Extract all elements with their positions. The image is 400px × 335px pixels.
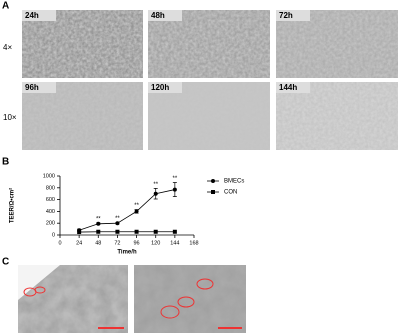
data-point — [153, 229, 158, 234]
row-label: 10× — [3, 113, 17, 122]
significance-label: ** — [153, 182, 158, 188]
data-point — [77, 230, 82, 235]
data-point — [96, 221, 101, 226]
x-tick-label: 48 — [95, 240, 101, 246]
panel-label: A — [2, 1, 9, 12]
em-image — [18, 265, 128, 333]
y-tick-label: 200 — [46, 221, 55, 227]
label-box — [22, 82, 56, 93]
data-point — [115, 221, 120, 226]
data-point — [134, 229, 139, 234]
series-line — [79, 189, 175, 231]
data-point — [172, 229, 177, 234]
y-tick-label: 1000 — [43, 173, 55, 179]
micrograph-texture — [22, 10, 143, 78]
label-box — [276, 82, 310, 93]
micrograph-texture — [148, 82, 270, 150]
data-point — [115, 229, 120, 234]
legend-marker — [211, 190, 215, 194]
label-box — [276, 10, 310, 21]
micrograph-label: 144h — [279, 83, 297, 92]
y-tick-label: 800 — [46, 185, 55, 191]
micrograph-label: 48h — [151, 11, 165, 20]
micrograph-label: 72h — [279, 11, 293, 20]
data-point — [134, 209, 139, 214]
micrograph-label: 24h — [25, 11, 39, 20]
micrograph-texture — [148, 10, 270, 78]
legend-label: BMECs — [224, 179, 244, 185]
label-box — [148, 10, 182, 21]
x-tick-label: 0 — [58, 240, 61, 246]
significance-label: ** — [134, 203, 139, 209]
y-tick-label: 400 — [46, 209, 55, 215]
micrograph-label: 120h — [151, 83, 169, 92]
x-axis-title: Time/h — [117, 250, 137, 256]
panel-label: B — [2, 157, 9, 168]
y-tick-label: 0 — [52, 232, 55, 238]
micrograph-texture — [22, 82, 143, 150]
x-tick-label: 144 — [170, 240, 179, 246]
y-axis-title: TEER/Ω•cm² — [9, 188, 16, 223]
data-point — [172, 187, 177, 192]
y-tick-label: 600 — [46, 197, 55, 203]
data-point — [96, 229, 101, 234]
significance-label: ** — [96, 216, 101, 222]
x-tick-label: 120 — [151, 240, 160, 246]
x-tick-label: 24 — [76, 240, 82, 246]
legend-marker — [211, 179, 215, 183]
em-image — [134, 265, 246, 333]
panel-label: C — [2, 257, 9, 268]
legend-label: CON — [224, 190, 237, 196]
x-tick-label: 168 — [189, 240, 198, 246]
label-box — [148, 82, 182, 93]
significance-label: ** — [115, 216, 120, 222]
micrograph-label: 96h — [25, 83, 39, 92]
data-point — [153, 191, 158, 196]
micrograph-texture — [276, 10, 398, 78]
label-box — [22, 10, 56, 21]
x-tick-label: 72 — [114, 240, 120, 246]
row-label: 4× — [3, 43, 12, 52]
significance-label: ** — [173, 176, 178, 182]
micrograph-texture — [276, 82, 398, 150]
x-tick-label: 96 — [134, 240, 140, 246]
